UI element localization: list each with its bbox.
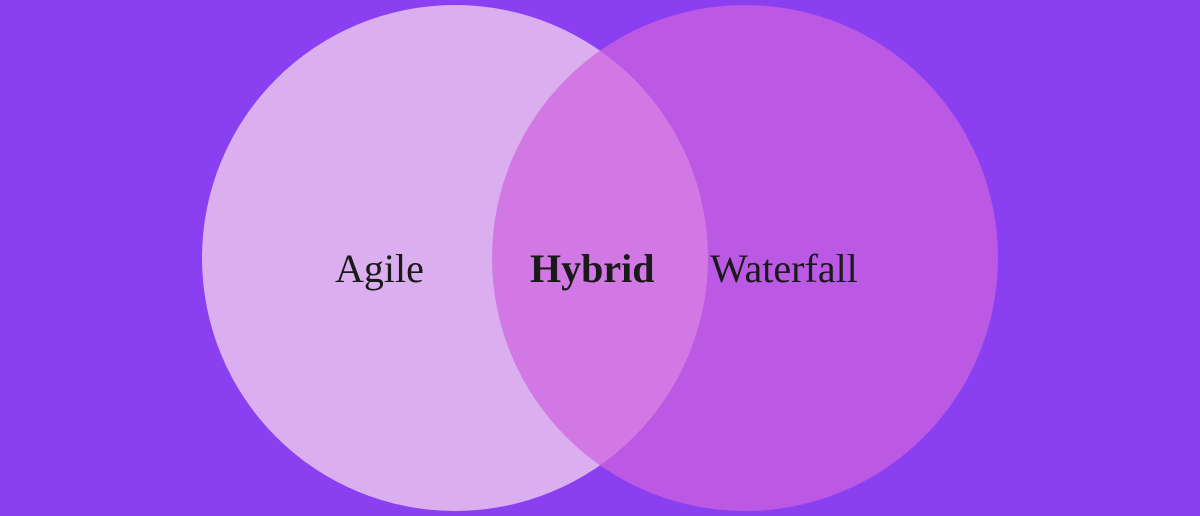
left-label: Agile [335, 245, 424, 292]
center-label: Hybrid [530, 245, 654, 292]
right-label: Waterfall [710, 245, 858, 292]
venn-diagram: Agile Hybrid Waterfall [0, 0, 1200, 516]
